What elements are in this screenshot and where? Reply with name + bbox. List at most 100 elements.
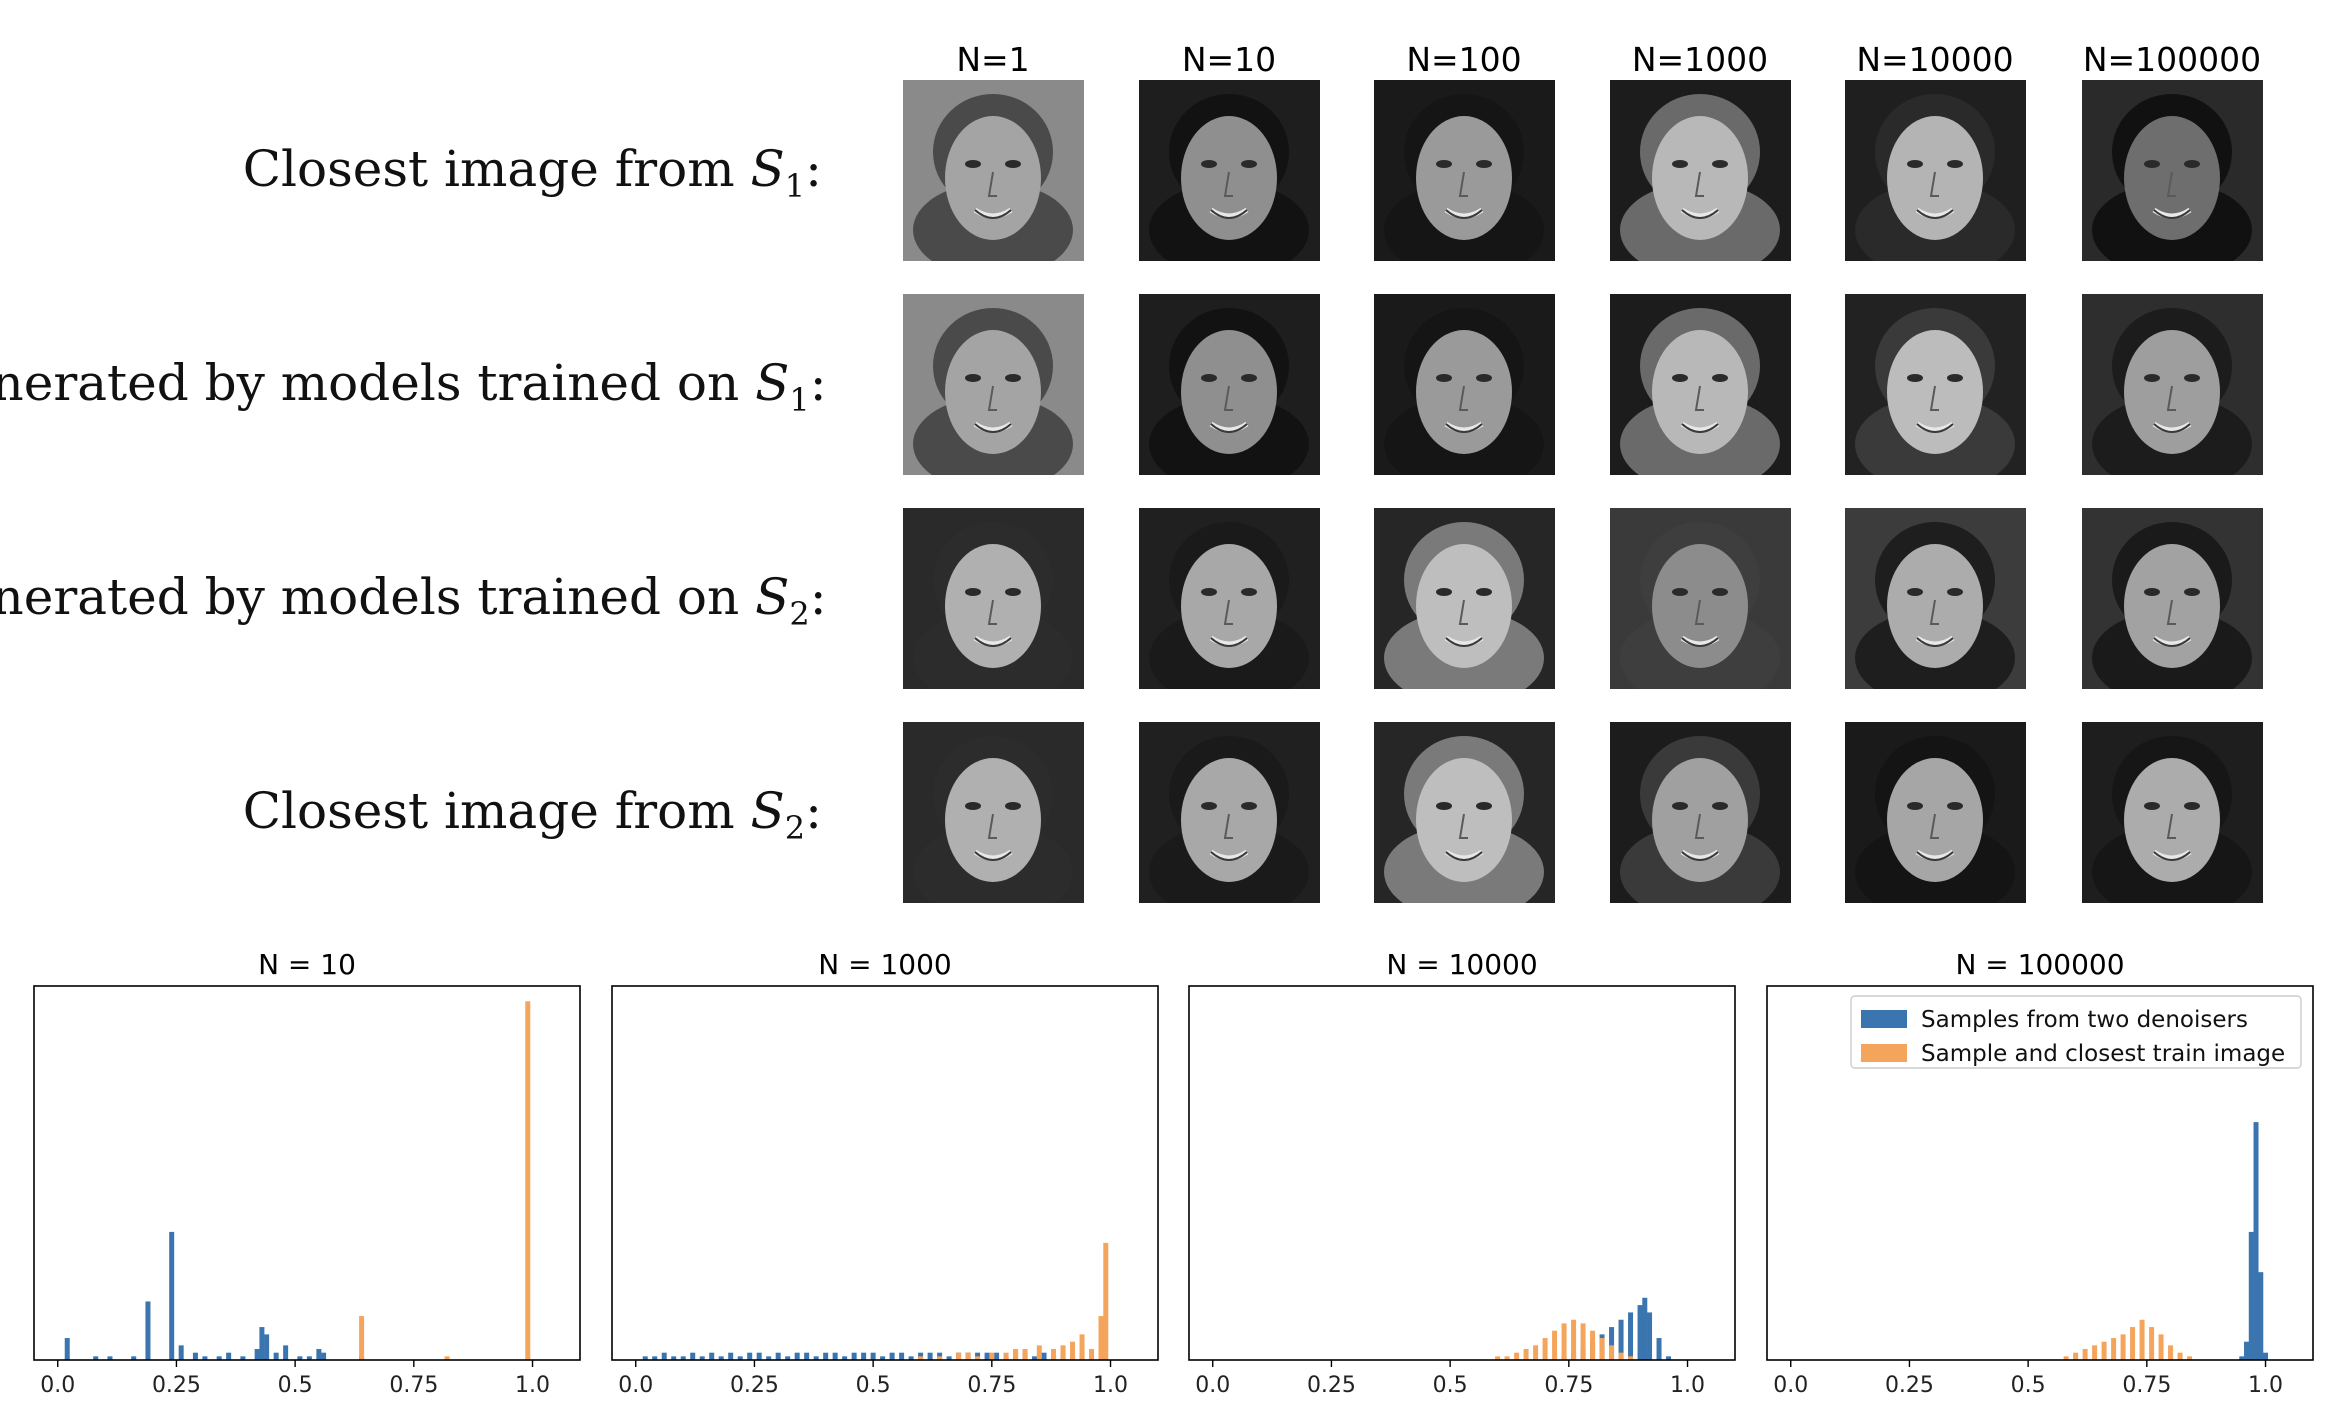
face-image (2082, 722, 2263, 903)
x-tick-label: 0.0 (40, 1373, 75, 1398)
column-label: N=100 (1406, 40, 1522, 79)
bar-blue (2248, 1231, 2254, 1360)
bar-blue (2258, 1272, 2264, 1360)
column-label: N=1000 (1631, 40, 1769, 79)
bar-orange (2168, 1345, 2174, 1360)
bar-blue (994, 1352, 1000, 1360)
bar-orange (444, 1356, 450, 1360)
bar-blue (832, 1352, 838, 1360)
face-image (1845, 508, 2026, 689)
legend-label: Sample and closest train image (1921, 1041, 2285, 1067)
legend-swatch (1861, 1010, 1907, 1028)
bar-blue (2244, 1341, 2250, 1360)
histogram-panel: N = 1000 0.0 0.25 0.5 0.75 1.0 (611, 948, 1159, 1398)
legend-swatch (1861, 1044, 1907, 1062)
x-tick-label: 0.25 (152, 1373, 201, 1398)
row-label-colon: : (809, 354, 827, 412)
histogram-panels: N = 10 0.0 0.25 0.5 0.75 1.0 N = 1000 0.0 0.25 0.… (33, 948, 2314, 1398)
x-tick-label: 0.5 (2011, 1373, 2046, 1398)
plot-frame (1766, 985, 2314, 1361)
bar-orange (1022, 1349, 1028, 1360)
bar-orange (1098, 1316, 1104, 1360)
column-label: N=100000 (2082, 40, 2262, 79)
bar-orange (2111, 1338, 2117, 1360)
row-label-colon: : (805, 782, 822, 840)
bar-orange (965, 1352, 971, 1360)
set-subscript: 1 (784, 167, 806, 205)
bar-orange (1089, 1349, 1095, 1360)
face-image (903, 508, 1084, 689)
bar-blue (813, 1356, 819, 1360)
bar-blue (1656, 1338, 1662, 1360)
bar-blue (718, 1356, 724, 1360)
bar-orange (1003, 1352, 1009, 1360)
bar-orange (1618, 1352, 1624, 1360)
bar-blue (93, 1356, 99, 1360)
bar-orange (1552, 1330, 1558, 1360)
bar-blue (1647, 1312, 1653, 1360)
bar-orange (2082, 1349, 2088, 1360)
bar-orange (525, 1001, 531, 1360)
row-label: Closest image from S1: (0, 140, 822, 205)
bar-blue (240, 1356, 246, 1360)
bar-blue (1628, 1312, 1634, 1360)
bar-blue (259, 1327, 265, 1360)
bar-blue (1041, 1352, 1047, 1360)
bar-blue (107, 1356, 113, 1360)
face-image (903, 722, 1084, 903)
bar-orange (1628, 1356, 1634, 1360)
bar-blue (2239, 1356, 2245, 1360)
legend-label: Samples from two denoisers (1921, 1007, 2248, 1033)
face-image (1610, 294, 1791, 475)
bar-orange (2187, 1356, 2193, 1360)
face-image (1139, 294, 1320, 475)
face-image (2082, 80, 2263, 261)
bar-blue (145, 1301, 151, 1360)
set-subscript: 2 (789, 595, 810, 633)
bar-blue (642, 1356, 648, 1360)
x-tick-label: 0.75 (967, 1373, 1016, 1398)
bar-orange (956, 1352, 962, 1360)
bar-blue (1637, 1305, 1643, 1360)
bar-orange (1514, 1352, 1520, 1360)
bar-blue (775, 1352, 781, 1360)
bar-orange (359, 1316, 365, 1360)
bar-orange (1609, 1345, 1615, 1360)
bar-orange (937, 1356, 943, 1360)
bar-orange (1079, 1334, 1085, 1360)
histogram-panel: N = 10000 0.0 0.25 0.5 0.75 1.0 (1188, 948, 1736, 1398)
row-label-text: Generated by models trained on (0, 354, 756, 412)
bar-blue (2263, 1352, 2269, 1360)
bar-blue (192, 1352, 198, 1360)
bar-blue (1032, 1356, 1038, 1360)
row-label: Generated by models trained on S1: (0, 354, 827, 419)
bar-orange (1495, 1356, 1501, 1360)
row-label-colon: : (809, 568, 827, 626)
set-symbol: S (750, 140, 785, 198)
column-label: N=1 (956, 40, 1030, 79)
bar-blue (899, 1352, 905, 1360)
bar-blue (652, 1356, 658, 1360)
bar-orange (2177, 1352, 2183, 1360)
column-label: N=10 (1181, 40, 1277, 79)
face-image (1139, 722, 1320, 903)
x-tick-label: 0.5 (1433, 1373, 1468, 1398)
x-tick-label: 1.0 (1670, 1373, 1705, 1398)
bar-orange (1013, 1349, 1019, 1360)
x-tick-label: 0.75 (2122, 1373, 2171, 1398)
x-tick-label: 0.0 (1195, 1373, 1230, 1398)
row-label-text: Generated by models trained on (0, 568, 756, 626)
bar-blue (254, 1349, 260, 1360)
x-tick-label: 0.25 (1885, 1373, 1934, 1398)
row-label: Generated by models trained on S2: (0, 568, 827, 633)
bar-blue (226, 1352, 232, 1360)
bar-blue (131, 1356, 137, 1360)
bar-blue (1609, 1327, 1615, 1360)
bar-blue (870, 1352, 876, 1360)
bar-blue (728, 1352, 734, 1360)
x-tick-label: 0.25 (730, 1373, 779, 1398)
bar-blue (946, 1356, 952, 1360)
bar-orange (2063, 1356, 2069, 1360)
bar-orange (2073, 1352, 2079, 1360)
bar-orange (1504, 1356, 1510, 1360)
